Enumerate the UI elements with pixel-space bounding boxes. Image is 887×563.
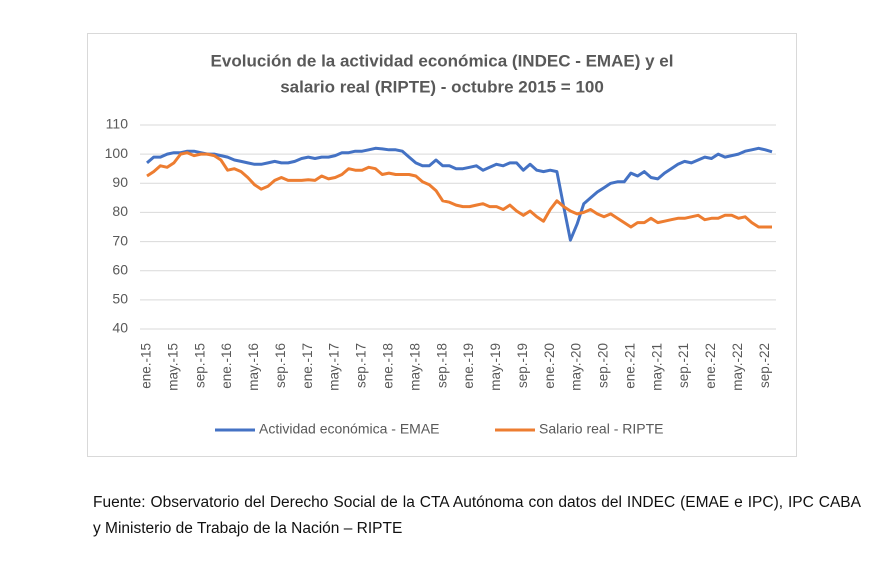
x-tick-label: sep.-19 [515, 343, 530, 388]
x-tick-label: ene.-16 [219, 343, 234, 389]
y-tick-label: 110 [106, 116, 129, 132]
x-tick-label: sep.-17 [354, 343, 369, 388]
x-tick-label: sep.-20 [596, 343, 611, 388]
y-tick-label: 50 [112, 291, 128, 307]
legend-label: Actividad económica - EMAE [259, 421, 440, 437]
x-tick-label: sep.-18 [434, 343, 449, 388]
x-tick-label: may.-17 [327, 343, 342, 391]
x-tick-label: may.-20 [569, 343, 584, 391]
x-tick-label: may.-19 [488, 343, 503, 391]
series-line [146, 146, 773, 242]
x-tick-label: may.-18 [407, 343, 422, 391]
x-tick-label: sep.-15 [192, 343, 207, 388]
y-tick-label: 70 [112, 232, 128, 248]
chart-title: salario real (RIPTE) - octubre 2015 = 10… [280, 77, 604, 96]
x-tick-label: may.-21 [649, 343, 664, 391]
series-line [146, 151, 772, 229]
x-tick-label: sep.-16 [273, 343, 288, 388]
x-tick-label: ene.-17 [300, 343, 315, 389]
x-tick-label: ene.-22 [703, 343, 718, 389]
y-tick-label: 100 [105, 145, 129, 161]
x-tick-label: sep.-22 [757, 343, 772, 388]
x-tick-label: ene.-18 [380, 343, 395, 389]
y-tick-label: 80 [112, 203, 128, 219]
legend-label: Salario real - RIPTE [539, 421, 663, 437]
x-tick-label: ene.-20 [542, 343, 557, 389]
y-tick-label: 60 [112, 261, 128, 277]
x-tick-label: ene.-21 [622, 343, 637, 389]
source-note: Fuente: Observatorio del Derecho Social … [93, 494, 861, 537]
y-tick-label: 90 [112, 174, 128, 190]
x-tick-label: sep.-21 [676, 343, 691, 388]
x-tick-label: may.-15 [165, 343, 180, 391]
x-tick-label: ene.-15 [139, 343, 154, 389]
x-tick-label: may.-22 [730, 343, 745, 391]
y-tick-label: 40 [112, 320, 128, 336]
chart-frame [87, 33, 797, 457]
x-tick-label: ene.-19 [461, 343, 476, 389]
chart-title: Evolución de la actividad económica (IND… [211, 51, 674, 70]
x-tick-label: may.-16 [246, 343, 261, 391]
